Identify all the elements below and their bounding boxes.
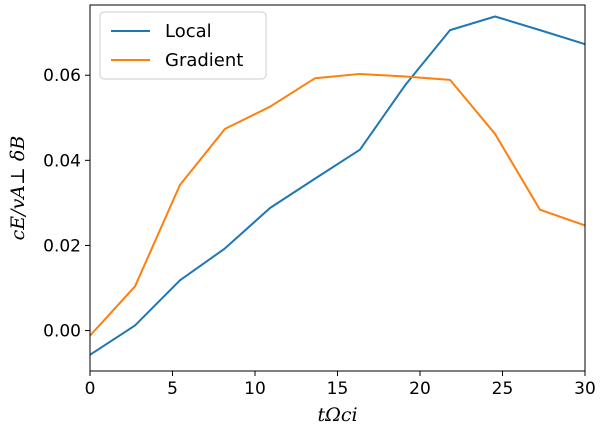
y-tick-label: 0.06 <box>43 66 81 86</box>
x-tick-label: 30 <box>574 379 596 399</box>
y-axis-label: cE/vA⊥ δB <box>7 136 29 241</box>
legend-box <box>99 11 267 80</box>
x-tick-label: 25 <box>492 379 514 399</box>
x-tick-label: 15 <box>327 379 349 399</box>
axes-layer: 0 5 10 15 20 25 30 0.00 0.02 0.04 0.06 tΩci cE/vA⊥ δ… <box>7 4 596 426</box>
y-tick-label: 0.04 <box>43 151 81 171</box>
x-tick-label: 5 <box>167 379 178 399</box>
legend: Local Gradient <box>99 11 267 80</box>
x-tick-label: 20 <box>409 379 431 399</box>
x-tick-label: 10 <box>244 379 266 399</box>
series-layer <box>90 15 585 356</box>
x-axis-label: tΩci <box>317 404 357 426</box>
legend-label-local: Local <box>165 21 212 42</box>
y-tick-label: 0.02 <box>43 236 81 256</box>
y-tick-label: 0.00 <box>43 322 81 342</box>
x-tick-label: 0 <box>85 379 96 399</box>
series-line-gradient <box>90 72 585 337</box>
series-line-local <box>90 15 585 356</box>
legend-label-gradient: Gradient <box>165 50 243 71</box>
